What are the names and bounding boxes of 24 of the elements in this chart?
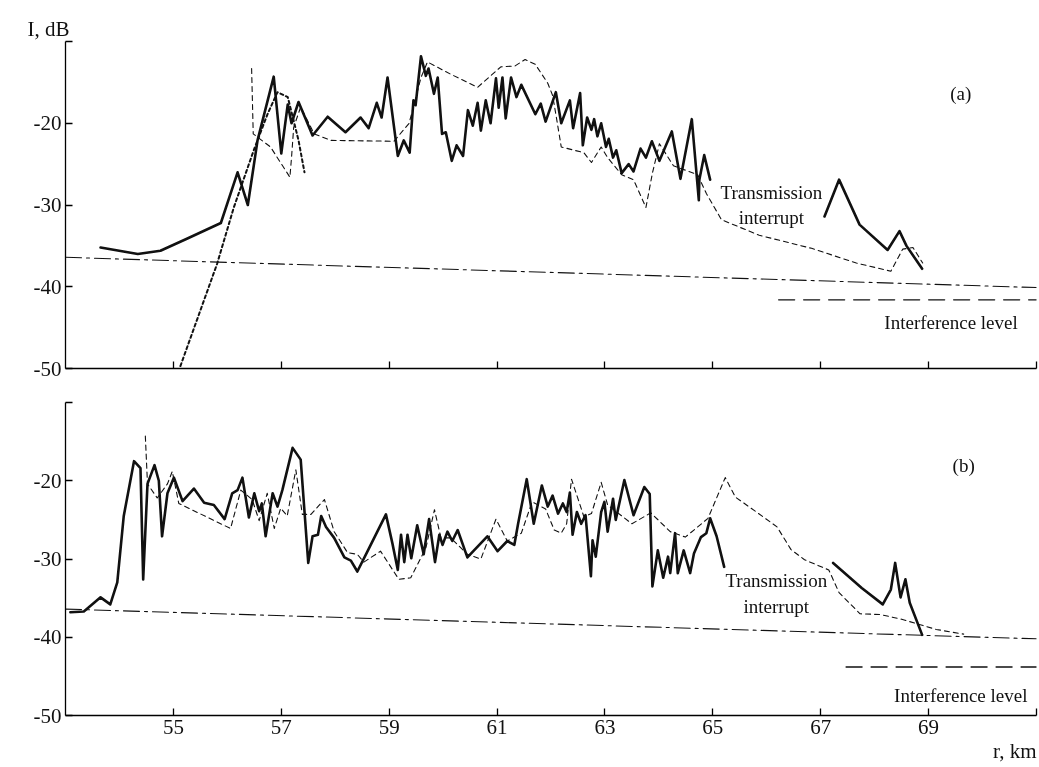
- x-axis-title: r, km: [993, 738, 1037, 763]
- y-tick-label: -20: [33, 468, 62, 493]
- y-tick-label: -40: [33, 274, 62, 299]
- annotation: Interference level: [894, 684, 1028, 706]
- annotation: (a): [950, 83, 972, 106]
- y-tick-label: -20: [33, 111, 62, 136]
- annotation: Transmission interrupt: [720, 181, 823, 229]
- y-tick-label: -40: [33, 625, 62, 650]
- y-axis-title: I, dB: [27, 16, 70, 41]
- x-tick-label: 67: [810, 714, 832, 739]
- x-tick-label: 61: [486, 714, 508, 739]
- x-tick-label: 65: [702, 714, 724, 739]
- y-tick-label: -30: [33, 547, 62, 571]
- annotation: (b): [952, 454, 975, 477]
- x-tick-label: 57: [270, 714, 292, 739]
- x-tick-label: 63: [594, 714, 616, 739]
- x-tick-label: 55: [162, 714, 184, 739]
- annotation: Interference level: [884, 312, 1018, 334]
- y-tick-label: -30: [33, 193, 62, 217]
- x-tick-label: 69: [918, 714, 940, 739]
- x-tick-label: 59: [378, 714, 400, 739]
- annotation: Transmission interrupt: [725, 570, 828, 617]
- y-tick-label: -50: [33, 356, 62, 381]
- y-tick-label: -50: [33, 703, 62, 728]
